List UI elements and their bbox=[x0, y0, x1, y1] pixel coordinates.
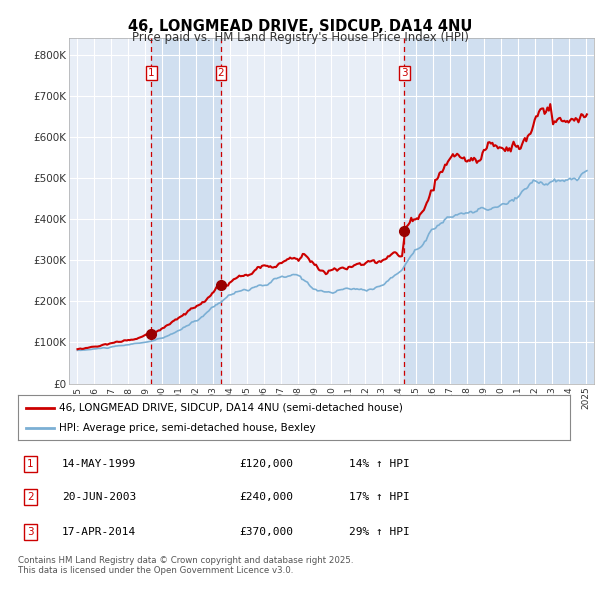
Text: 3: 3 bbox=[27, 527, 34, 537]
Text: 14-MAY-1999: 14-MAY-1999 bbox=[62, 460, 136, 469]
Bar bbox=[404, 38, 594, 384]
Text: £370,000: £370,000 bbox=[239, 527, 293, 537]
Text: 17% ↑ HPI: 17% ↑ HPI bbox=[349, 492, 410, 502]
Text: 3: 3 bbox=[401, 68, 407, 78]
Text: 46, LONGMEAD DRIVE, SIDCUP, DA14 4NU: 46, LONGMEAD DRIVE, SIDCUP, DA14 4NU bbox=[128, 19, 472, 34]
Text: 46, LONGMEAD DRIVE, SIDCUP, DA14 4NU (semi-detached house): 46, LONGMEAD DRIVE, SIDCUP, DA14 4NU (se… bbox=[59, 403, 403, 412]
Text: Price paid vs. HM Land Registry's House Price Index (HPI): Price paid vs. HM Land Registry's House … bbox=[131, 31, 469, 44]
Text: 1: 1 bbox=[27, 460, 34, 469]
Text: 17-APR-2014: 17-APR-2014 bbox=[62, 527, 136, 537]
Text: £120,000: £120,000 bbox=[239, 460, 293, 469]
Text: 2: 2 bbox=[27, 492, 34, 502]
Text: HPI: Average price, semi-detached house, Bexley: HPI: Average price, semi-detached house,… bbox=[59, 424, 316, 434]
Text: 20-JUN-2003: 20-JUN-2003 bbox=[62, 492, 136, 502]
Text: 2: 2 bbox=[218, 68, 224, 78]
Text: Contains HM Land Registry data © Crown copyright and database right 2025.
This d: Contains HM Land Registry data © Crown c… bbox=[18, 556, 353, 575]
Text: 1: 1 bbox=[148, 68, 155, 78]
Text: 29% ↑ HPI: 29% ↑ HPI bbox=[349, 527, 410, 537]
Bar bbox=[151, 38, 221, 384]
Text: 14% ↑ HPI: 14% ↑ HPI bbox=[349, 460, 410, 469]
Text: £240,000: £240,000 bbox=[239, 492, 293, 502]
